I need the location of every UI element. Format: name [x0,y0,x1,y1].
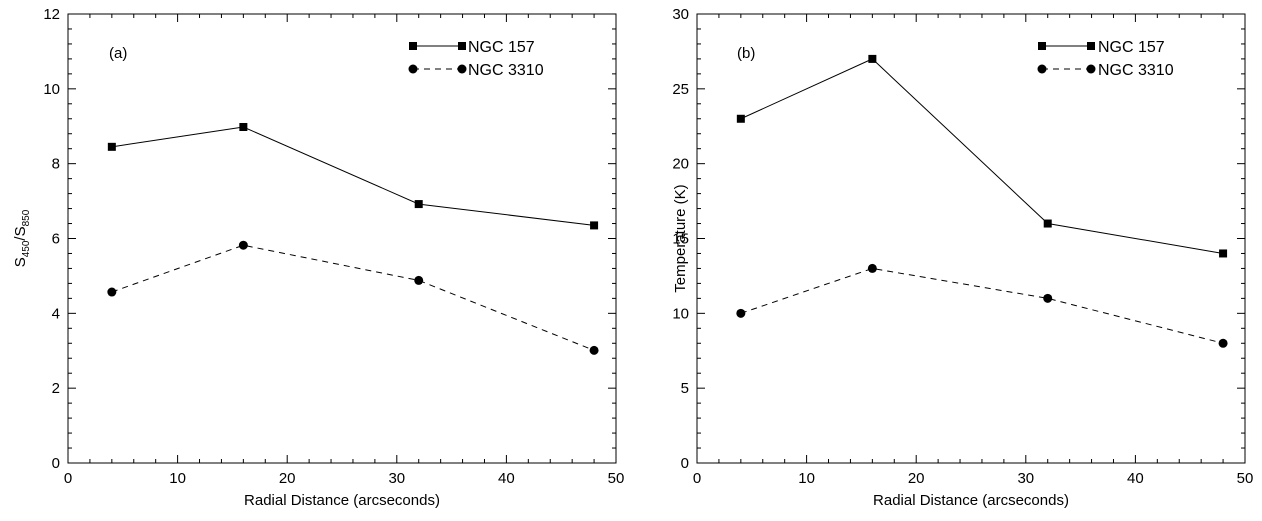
panel-a-data-point-square [239,122,248,131]
panel-b-data-point-circle [1218,338,1228,348]
panel-a-data-point-circle [238,240,248,250]
panel-a-y-tick-label: 8 [52,156,60,173]
panel-b-y-tick-label: 0 [681,455,689,472]
panel-b-x-tick-label: 20 [908,470,925,487]
panel-a-x-tick-label: 40 [498,470,515,487]
panel-a: (a) Radial Distance (arcseconds) S450/S8… [12,6,624,509]
panel-a-x-tick-label: 20 [279,470,296,487]
panel-a-legend-marker-circle [408,64,418,74]
panel-b-y-tick-label: 5 [681,380,689,397]
panel-b-legend-marker-square [1038,42,1046,50]
panel-a-legend-marker-square [409,42,417,50]
panel-a-series-line-1 [111,126,595,226]
panel-a-data-point-square [107,142,116,151]
panel-b-legend-marker-circle [1037,64,1047,74]
panel-a-y-tick-label: 2 [52,380,60,397]
panel-a-data-point-circle [414,275,424,285]
panel-a-legend-marker-square [458,42,466,50]
panel-b: (b) Radial Distance (arcseconds) Tempera… [672,6,1253,509]
panel-a-plot-frame [67,13,617,464]
panel-a-x-tick-label: 30 [388,470,405,487]
panel-b-x-tick-label: 50 [1237,470,1254,487]
panel-b-x-tick-label: 10 [798,470,815,487]
panel-a-x-tick-label: 10 [169,470,186,487]
panel-a-label: (a) [109,45,127,62]
panel-b-y-tick-label: 10 [672,305,689,322]
panel-a-y-tick-label: 12 [43,6,60,23]
panel-b-x-axis-label: Radial Distance (arcseconds) [873,492,1069,509]
panel-b-y-tick-label: 30 [672,6,689,23]
panel-b-data-point-circle [736,308,746,318]
panel-b-series-line-1 [740,58,1224,254]
panel-b-plot-frame [696,13,1246,464]
panel-b-data-point-square [736,114,745,123]
panel-a-y-axis-label: S450/S850 [12,209,32,267]
panel-a-y-tick-label: 10 [43,81,60,98]
panel-a-data-point-circle [107,287,117,297]
panel-b-data-point-square [1043,219,1052,228]
panel-a-y-tick-label: 0 [52,455,60,472]
panel-a-data-point-square [590,221,599,230]
panel-a-x-axis-label: Radial Distance (arcseconds) [244,492,440,509]
panel-b-x-tick-label: 30 [1017,470,1034,487]
panel-b-legend-marker-square [1087,42,1095,50]
panel-b-legend-label-2: NGC 3310 [1098,62,1174,79]
panel-b-data-point-square [1219,249,1228,258]
panel-b-data-point-square [868,54,877,63]
panel-a-x-tick-label: 50 [608,470,625,487]
panel-b-y-tick-label: 25 [672,81,689,98]
panel-b-legend-marker-circle [1086,64,1096,74]
panel-b-series-line-2 [740,267,1224,344]
panel-a-data-point-circle [589,345,599,355]
panel-a-legend-label-2: NGC 3310 [468,62,544,79]
panel-b-data-point-circle [1043,293,1053,303]
panel-b-data-point-circle [867,263,877,273]
panel-b-y-axis-label: Temperature (K) [672,184,689,292]
panel-b-x-tick-label: 40 [1127,470,1144,487]
panel-a-legend-label-1: NGC 157 [468,39,535,56]
panel-b-x-tick-label: 0 [693,470,701,487]
panel-b-y-tick-label: 20 [672,156,689,173]
panel-a-data-point-square [414,200,423,209]
panel-b-label: (b) [737,45,755,62]
panel-a-series-line-2 [111,244,595,351]
panel-a-y-tick-label: 4 [52,305,60,322]
panel-b-y-tick-label: 15 [672,231,689,248]
panel-b-legend-label-1: NGC 157 [1098,39,1165,56]
panel-a-x-tick-label: 0 [64,470,72,487]
panel-a-legend-marker-circle [457,64,467,74]
panel-a-y-tick-label: 6 [52,231,60,248]
